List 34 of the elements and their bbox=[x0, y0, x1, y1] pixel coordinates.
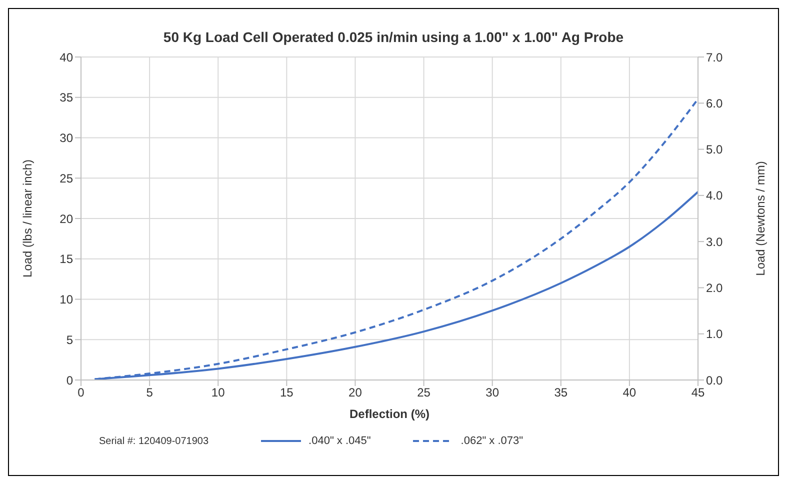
y-tick-label: 30 bbox=[60, 131, 74, 146]
x-tick-label: 45 bbox=[691, 386, 705, 400]
x-tick-label: 5 bbox=[146, 386, 154, 400]
y-tick-label: 10 bbox=[60, 292, 74, 307]
y-tick-label: 35 bbox=[60, 90, 74, 105]
y-tick-label: 5 bbox=[66, 332, 74, 347]
y2-axis-title: Load (Newtons / mm) bbox=[753, 161, 768, 276]
legend-label: .040" x .045" bbox=[308, 435, 371, 447]
y-tick-label: 40 bbox=[60, 50, 74, 64]
y2-tick-label: 1.0 bbox=[706, 327, 724, 342]
y-tick-label: 15 bbox=[60, 252, 74, 266]
y-tick-label: 0 bbox=[66, 373, 74, 388]
x-tick-label: 25 bbox=[417, 386, 431, 400]
x-tick-label: 10 bbox=[211, 386, 226, 400]
x-tick-label: 15 bbox=[280, 386, 294, 400]
x-tick-label: 40 bbox=[622, 386, 636, 400]
text: Serial #: 120409-071903 bbox=[99, 436, 209, 446]
y2-tick-label: 0.0 bbox=[706, 373, 724, 388]
y2-tick-label: 3.0 bbox=[706, 234, 724, 249]
y-tick-label: 25 bbox=[60, 171, 74, 186]
chart-title: 50 Kg Load Cell Operated 0.025 in/min using a 1.00" x 1.00" Ag Probe bbox=[162, 29, 625, 45]
y-tick-label: 20 bbox=[60, 212, 74, 226]
y2-tick-label: 5.0 bbox=[706, 142, 724, 157]
x-axis-title: Deflection (%) bbox=[349, 407, 430, 421]
y2-tick-label: 6.0 bbox=[706, 96, 724, 110]
y-axis-title: Load (lbs / linear inch) bbox=[20, 159, 34, 278]
legend-label: .062" x .073" bbox=[460, 435, 524, 447]
y2-tick-label: 7.0 bbox=[706, 50, 724, 64]
y2-tick-label: 2.0 bbox=[706, 280, 724, 295]
x-tick-label: 20 bbox=[348, 386, 362, 400]
y2-tick-label: 4.0 bbox=[706, 188, 724, 203]
x-tick-label: 35 bbox=[554, 386, 568, 400]
x-tick-label: 0 bbox=[78, 386, 85, 400]
x-tick-label: 30 bbox=[486, 386, 500, 400]
